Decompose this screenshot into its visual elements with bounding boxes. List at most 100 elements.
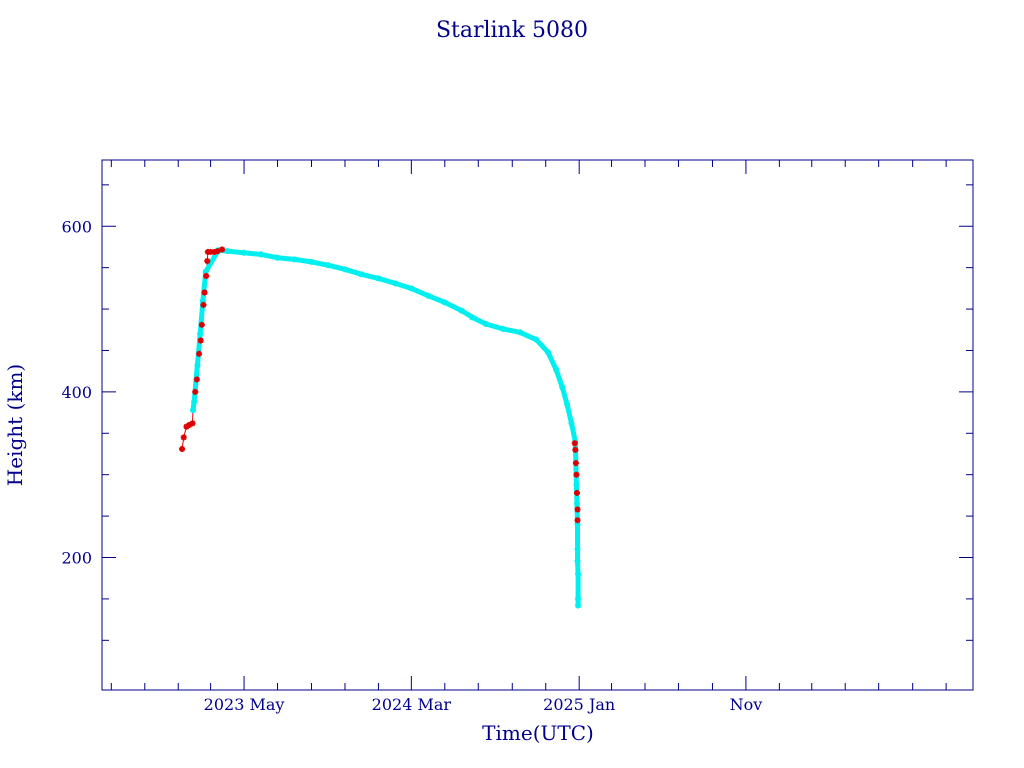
data-point-cyan [197, 330, 204, 337]
data-point-cyan [224, 248, 231, 255]
point-stroke [219, 246, 225, 253]
data-point-cyan [458, 307, 465, 314]
data-point-red [189, 420, 196, 427]
data-point-red [201, 289, 208, 296]
point-stroke [190, 407, 196, 413]
data-point-cyan [568, 420, 575, 427]
data-point-cyan [308, 258, 315, 265]
data-point-cyan [194, 362, 201, 369]
trajectory-line [181, 248, 579, 606]
point-stroke [180, 434, 187, 441]
point-stroke [573, 460, 579, 466]
point-stroke [192, 389, 198, 395]
point-stroke [574, 490, 580, 496]
point-stroke [564, 401, 570, 408]
y-tick-label: 600 [61, 217, 92, 236]
point-stroke [553, 366, 559, 373]
point-stroke [375, 275, 382, 282]
data-point-red [198, 321, 205, 328]
data-point-cyan [341, 266, 348, 273]
series-cyan-track [190, 247, 581, 608]
plot-area [101, 159, 974, 691]
data-point-cyan [574, 557, 581, 564]
data-point-cyan [191, 398, 198, 405]
data-point-cyan [190, 407, 197, 414]
x-axis-label: Time(UTC) [482, 721, 594, 745]
point-stroke [483, 321, 489, 327]
point-stroke [573, 481, 580, 488]
data-point-cyan [573, 481, 580, 488]
point-stroke [574, 500, 580, 507]
data-point-red [196, 350, 203, 357]
data-point-cyan [469, 314, 476, 321]
point-stroke [325, 262, 331, 268]
point-stroke [574, 506, 581, 513]
data-point-red [572, 460, 579, 467]
point-stroke [575, 571, 581, 577]
point-stroke [197, 331, 203, 337]
data-point-red [573, 489, 580, 496]
data-point-cyan [516, 329, 523, 336]
point-stroke [568, 420, 575, 427]
data-point-cyan [358, 271, 365, 278]
data-point-cyan [274, 254, 281, 261]
x-tick-label: 2024 Mar [372, 695, 452, 714]
point-stroke [574, 517, 581, 523]
y-tick-label: 400 [61, 383, 92, 402]
data-point-cyan [499, 325, 506, 332]
point-stroke [258, 251, 264, 258]
data-point-red [573, 471, 580, 478]
data-point-red [193, 376, 200, 383]
data-point-cyan [482, 320, 489, 327]
plot-border [101, 159, 974, 691]
point-stroke [308, 259, 315, 265]
point-stroke [459, 307, 465, 314]
data-point-cyan [564, 401, 571, 408]
axis-ticks [102, 160, 973, 690]
point-stroke [517, 329, 523, 335]
point-stroke [559, 384, 565, 390]
point-stroke [199, 322, 205, 328]
chart-title: Starlink 5080 [436, 18, 588, 43]
data-point-red [200, 301, 207, 308]
x-tick-label: 2023 May [204, 695, 285, 714]
data-point-red [574, 517, 581, 524]
point-stroke [575, 602, 581, 609]
point-stroke [572, 447, 579, 453]
data-point-cyan [553, 366, 560, 373]
point-stroke [469, 314, 475, 321]
data-point-cyan [425, 292, 432, 299]
data-point-red [574, 506, 581, 513]
point-stroke [200, 302, 207, 308]
point-stroke [408, 285, 415, 292]
point-stroke [274, 254, 281, 261]
point-stroke [194, 376, 200, 383]
data-point-red [204, 258, 211, 265]
point-stroke [201, 289, 208, 296]
point-stroke [392, 280, 399, 287]
data-point-cyan [324, 262, 331, 269]
data-point-cyan [375, 275, 382, 282]
data-point-red [180, 434, 187, 441]
axis-tick-labels: 200 400 600 2023 May 2024 Mar 2025 Jan Nov [61, 217, 762, 714]
point-stroke [202, 269, 209, 275]
point-stroke [189, 420, 196, 427]
point-stroke [197, 337, 204, 344]
data-point-cyan [533, 336, 540, 343]
data-point-cyan [573, 500, 580, 507]
point-stroke [194, 362, 201, 369]
point-stroke [224, 248, 231, 254]
x-tick-label: 2025 Jan [543, 695, 615, 714]
point-stroke [191, 399, 197, 405]
point-stroke [200, 298, 206, 304]
data-point-cyan [574, 546, 581, 553]
data-point-cyan [258, 251, 265, 258]
y-tick-label: 200 [61, 549, 92, 568]
data-point-cyan [575, 571, 582, 578]
data-point-red [192, 388, 199, 395]
data-series [179, 246, 582, 609]
data-point-red [203, 272, 210, 279]
point-stroke [574, 521, 581, 528]
data-point-cyan [559, 383, 566, 390]
